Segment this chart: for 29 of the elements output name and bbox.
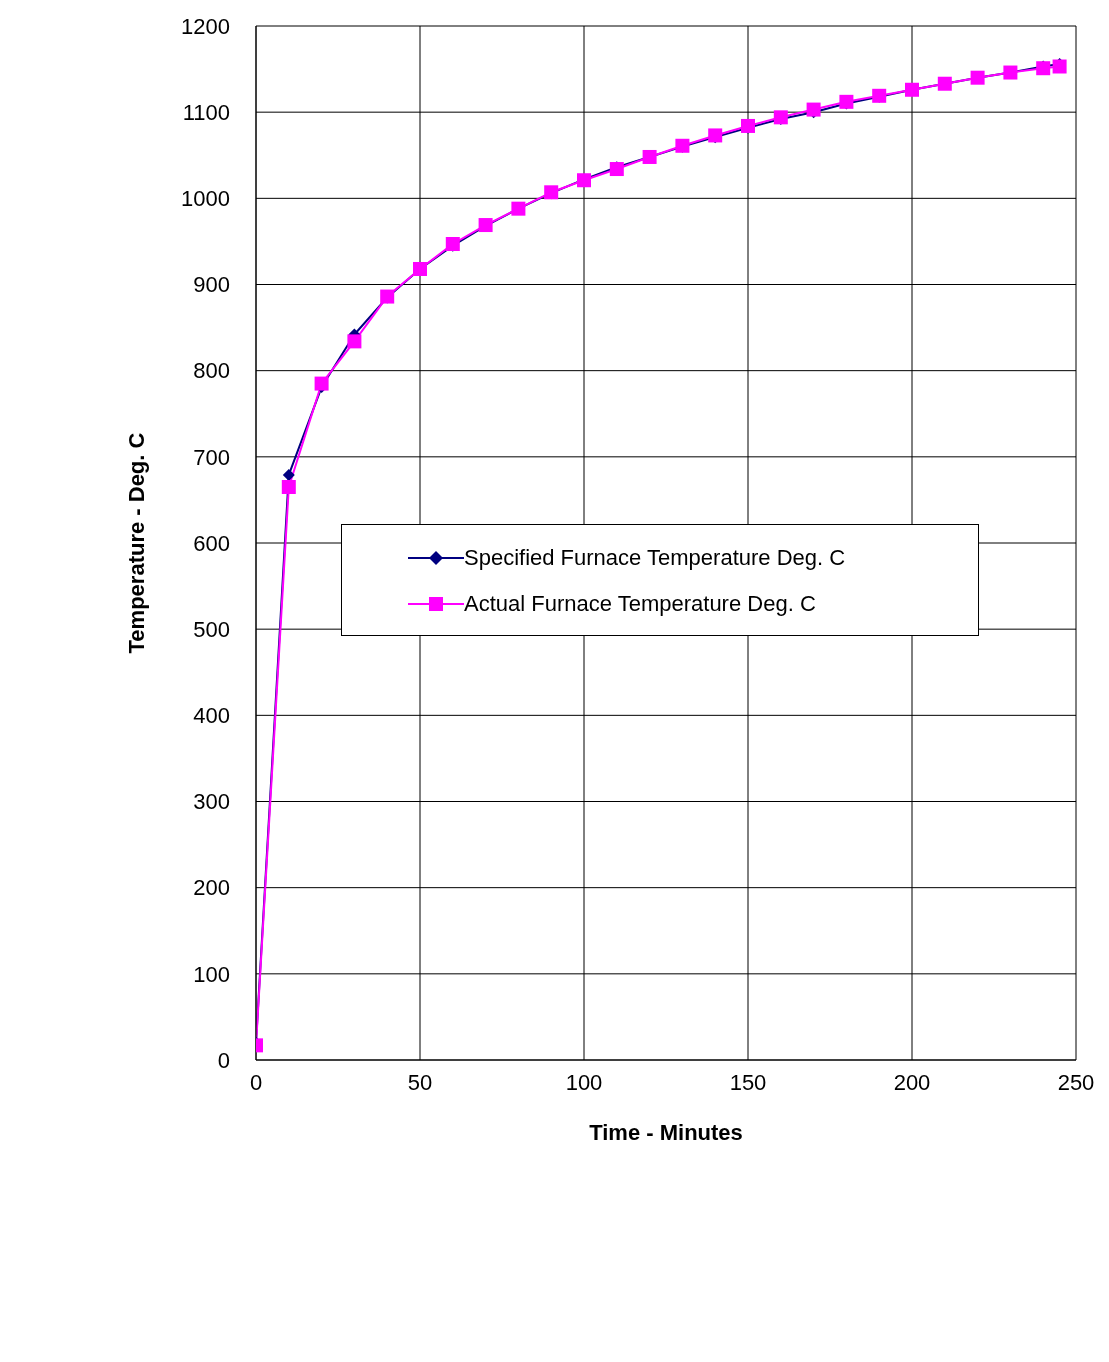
x-tick-label: 50 — [407, 1069, 433, 1095]
x-tick-label: 250 — [1057, 1069, 1095, 1095]
y-tick-label: 1200 — [181, 13, 230, 39]
y-tick-label: 600 — [193, 530, 230, 556]
y-tick-label: 100 — [193, 961, 230, 987]
y-tick-label: 200 — [193, 875, 230, 901]
y-axis-title: Temperature - Deg. C — [123, 432, 149, 654]
point — [347, 334, 362, 349]
y-tick-label: 800 — [193, 358, 230, 384]
point — [314, 376, 329, 391]
point — [1052, 59, 1067, 74]
y-tick-label: 400 — [193, 703, 230, 729]
y-tick-label: 700 — [193, 444, 230, 470]
x-tick-label: 150 — [729, 1069, 767, 1095]
y-tick-label: 0 — [217, 1047, 230, 1073]
legend-label: Actual Furnace Temperature Deg. C — [464, 591, 816, 617]
x-axis-title: Time - Minutes — [589, 1120, 743, 1145]
y-tick-label: 900 — [193, 272, 230, 298]
y-tick-label: 1000 — [181, 186, 230, 212]
x-tick-label: 100 — [565, 1069, 603, 1095]
y-tick-label: 1100 — [182, 99, 230, 125]
y-tick-label: 300 — [193, 789, 230, 815]
legend-label: Specified Furnace Temperature Deg. C — [464, 545, 846, 571]
x-tick-label: 200 — [893, 1069, 931, 1095]
point — [281, 479, 296, 494]
point — [806, 102, 821, 117]
x-tick-label: 0 — [249, 1069, 263, 1095]
point — [282, 468, 295, 481]
y-tick-label: 500 — [193, 616, 230, 642]
